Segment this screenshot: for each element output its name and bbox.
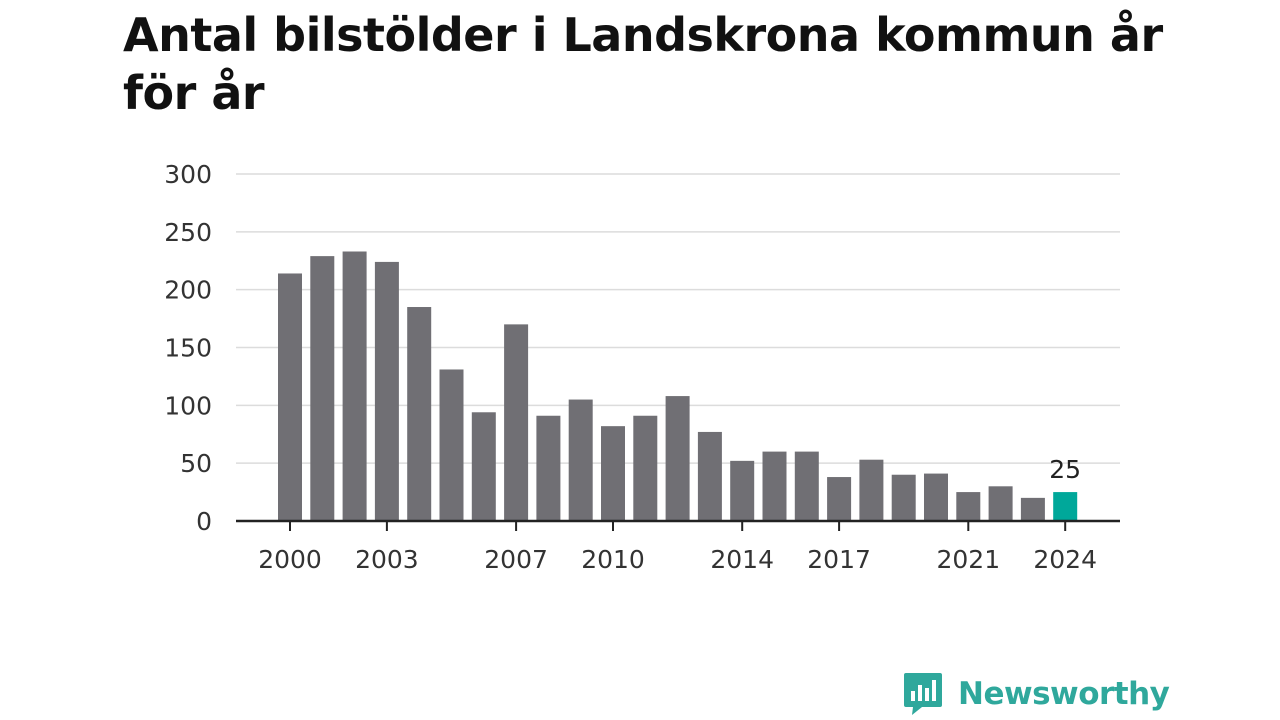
bar-2010 xyxy=(601,426,625,521)
data-label-2024: 25 xyxy=(1049,455,1081,484)
bar-2000 xyxy=(278,273,302,521)
bar-2017 xyxy=(827,477,852,521)
bars xyxy=(278,251,1078,521)
bar-2006 xyxy=(471,412,496,521)
newsworthy-logo-icon xyxy=(904,673,942,715)
bar-2013 xyxy=(697,431,722,521)
x-tick-label-2021: 2021 xyxy=(936,545,1000,574)
bar-2018 xyxy=(859,459,884,521)
x-tick-label-2017: 2017 xyxy=(807,545,871,574)
x-tick-label-2024: 2024 xyxy=(1033,545,1097,574)
y-tick-label-100: 100 xyxy=(164,391,212,420)
y-tick-label-250: 250 xyxy=(164,218,212,247)
x-tick-label-2003: 2003 xyxy=(355,545,419,574)
bar-2007 xyxy=(504,324,529,521)
y-tick-label-50: 50 xyxy=(180,449,212,478)
data-labels: 25 xyxy=(1049,455,1081,484)
chart-title: Antal bilstölder i Landskrona kommun år … xyxy=(123,8,1163,120)
y-tick-label-150: 150 xyxy=(164,334,212,363)
bar-2019 xyxy=(891,474,916,521)
x-tick-label-2014: 2014 xyxy=(710,545,774,574)
x-tick-label-2000: 2000 xyxy=(258,545,322,574)
y-axis-tick-labels: 0 50 100 150 200 250 300 xyxy=(164,160,212,536)
bar-2021 xyxy=(956,492,981,521)
bar-2015 xyxy=(762,451,787,521)
bar-2005 xyxy=(439,369,464,521)
bar-2009 xyxy=(568,399,593,521)
bar-2016 xyxy=(794,451,819,521)
x-axis xyxy=(236,519,1120,531)
y-tick-label-300: 300 xyxy=(164,160,212,189)
bar-2003 xyxy=(374,261,399,521)
bar-2023 xyxy=(1020,497,1045,521)
y-tick-label-200: 200 xyxy=(164,276,212,305)
x-tick-label-2007: 2007 xyxy=(484,545,548,574)
newsworthy-brand: Newsworthy xyxy=(902,670,1170,718)
newsworthy-brand-name: Newsworthy xyxy=(958,676,1170,712)
bar-2011 xyxy=(633,415,658,521)
x-tick-label-2010: 2010 xyxy=(581,545,645,574)
bar-2012 xyxy=(665,396,690,521)
bar-2022 xyxy=(988,486,1013,521)
bar-2020 xyxy=(924,473,948,521)
y-tick-label-0: 0 xyxy=(196,507,212,536)
x-axis-tick-labels: 2000 2003 2007 2010 2014 2017 2021 2024 xyxy=(258,545,1097,574)
bar-2002 xyxy=(342,251,367,521)
bar-2001 xyxy=(310,256,335,521)
bar-2024 xyxy=(1053,492,1078,521)
bar-2008 xyxy=(536,415,561,521)
bar-2014 xyxy=(730,460,755,521)
bar-2004 xyxy=(407,307,432,521)
